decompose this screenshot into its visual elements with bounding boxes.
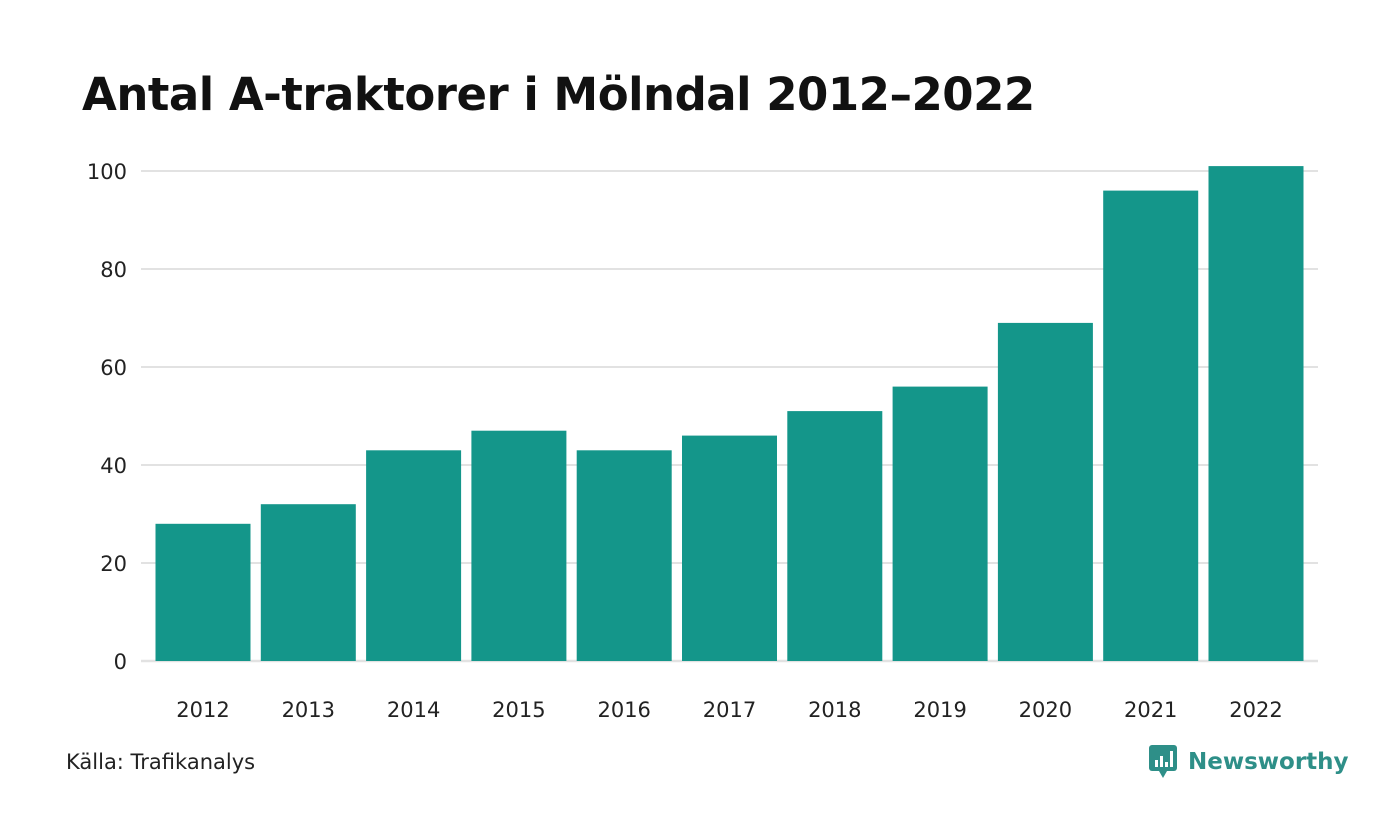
bar-2014 [366, 450, 462, 661]
y-tick-label: 60 [100, 356, 127, 380]
y-tick-label: 0 [114, 650, 127, 674]
x-axis-ticks: 2012 2013 2014 2015 2016 2017 2018 2019 2020 2021… [176, 698, 1282, 722]
y-tick-label: 40 [100, 454, 127, 478]
x-tick-label: 2015 [492, 698, 545, 722]
y-tick-label: 100 [87, 160, 127, 184]
chart-title: Antal A-traktorer i Mölndal 2012–2022 [82, 68, 1035, 121]
x-tick-label: 2021 [1124, 698, 1177, 722]
newsworthy-logo-icon [1149, 745, 1177, 778]
x-tick-label: 2020 [1019, 698, 1072, 722]
brand-name: Newsworthy [1188, 749, 1349, 775]
x-tick-label: 2012 [176, 698, 229, 722]
bar-2018 [787, 411, 883, 661]
bar-2012 [155, 523, 251, 661]
y-axis-ticks: 0 20 40 60 80 100 [87, 160, 127, 674]
x-tick-label: 2018 [808, 698, 861, 722]
bar-2016 [576, 450, 672, 661]
x-tick-label: 2019 [913, 698, 966, 722]
bar-2021 [1103, 190, 1199, 661]
x-tick-label: 2017 [703, 698, 756, 722]
bars [155, 166, 1304, 661]
bar-2013 [260, 504, 356, 661]
bar-2020 [997, 322, 1093, 661]
x-tick-label: 2014 [387, 698, 440, 722]
bar-2022 [1208, 166, 1304, 661]
brand-logo[interactable]: Newsworthy [1148, 744, 1349, 780]
y-tick-label: 20 [100, 552, 127, 576]
source-note: Källa: Trafikanalys [66, 750, 256, 774]
x-tick-label: 2016 [597, 698, 650, 722]
bar-2015 [471, 430, 567, 661]
bar-2017 [682, 435, 777, 661]
bar-2019 [892, 386, 988, 661]
x-tick-label: 2022 [1229, 698, 1282, 722]
y-tick-label: 80 [100, 258, 127, 282]
x-tick-label: 2013 [282, 698, 335, 722]
